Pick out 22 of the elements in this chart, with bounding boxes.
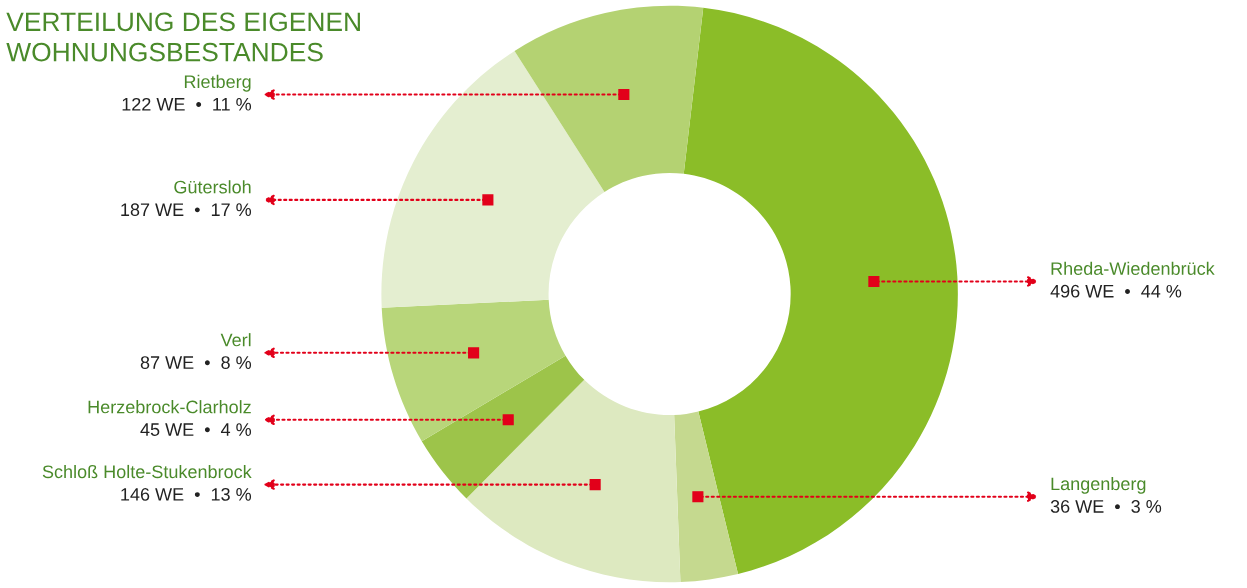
- slice-label: Herzebrock-Clarholz: [88, 400, 251, 414]
- slice-label: Schloß Holte-Stukenbrock: [42, 464, 252, 479]
- data-label: 146 WE • 13 %: [121, 487, 252, 501]
- data-label: 45 WE • 4 %: [140, 423, 252, 436]
- slice-label: Rietberg: [184, 74, 251, 92]
- data-label: 122 WE • 11 %: [122, 97, 252, 111]
- donut-slice: [381, 51, 605, 308]
- donut-slice: [421, 355, 585, 499]
- data-label: 87 WE • 8 %: [140, 356, 252, 369]
- data-label: 496 WE • 44 %: [1050, 284, 1182, 298]
- donut-slice: [514, 5, 704, 192]
- slice-label: Rheda-Wiedenbrück: [1051, 261, 1215, 275]
- slice-label: Gütersloh: [174, 180, 251, 194]
- data-label: 187 WE • 17 %: [121, 203, 252, 217]
- slice-label: Langenberg: [1051, 476, 1146, 494]
- text: VERTEILUNG DES EIGENEN WOHNUNGSBESTANDES: [6, 12, 360, 62]
- data-label: 36 WE • 3 %: [1050, 500, 1162, 513]
- slice-label: Verl: [220, 333, 251, 347]
- donut-slice: [466, 379, 681, 583]
- donut-slice: [674, 411, 739, 583]
- donut-slice: [683, 7, 958, 574]
- donut-slice: [381, 299, 566, 442]
